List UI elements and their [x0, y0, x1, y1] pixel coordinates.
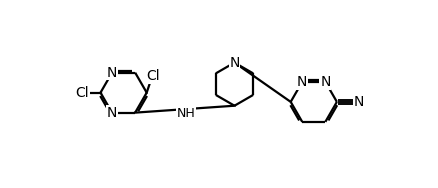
- Text: N: N: [230, 56, 240, 70]
- Text: N: N: [107, 106, 117, 120]
- Text: N: N: [107, 66, 117, 80]
- Text: N: N: [353, 95, 364, 109]
- Text: Cl: Cl: [75, 86, 89, 100]
- Text: N: N: [320, 75, 331, 89]
- Text: NH: NH: [177, 107, 196, 120]
- Text: Cl: Cl: [146, 69, 160, 83]
- Text: N: N: [297, 75, 307, 89]
